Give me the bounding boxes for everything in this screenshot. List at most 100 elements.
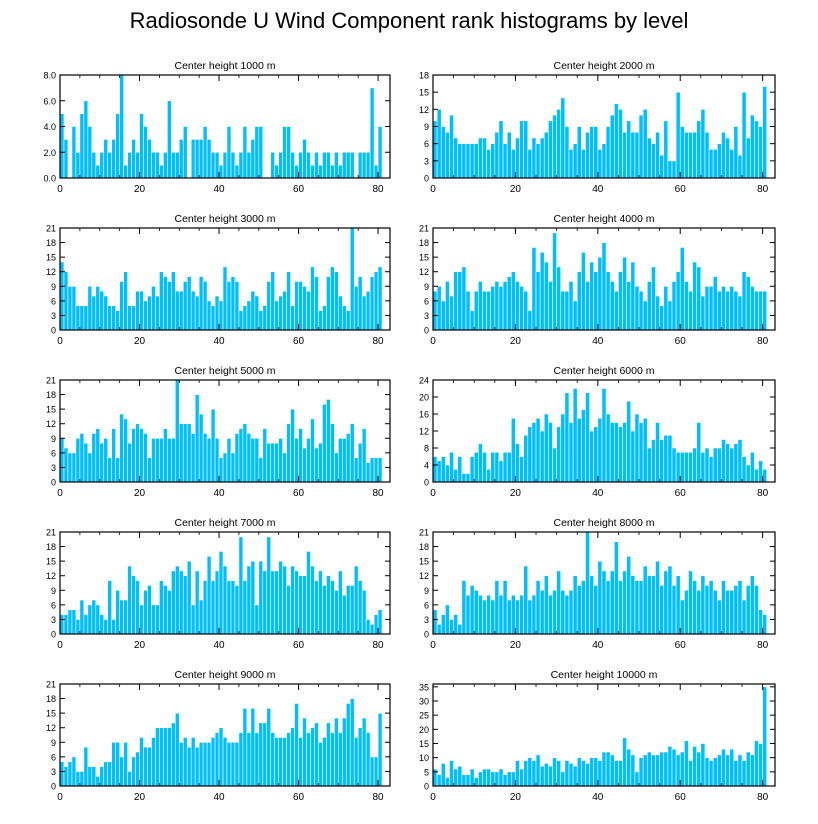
bar bbox=[87, 604, 93, 635]
bar bbox=[539, 251, 545, 331]
bar bbox=[626, 748, 632, 787]
bar bbox=[254, 437, 260, 483]
bar bbox=[712, 149, 718, 179]
bar bbox=[543, 413, 549, 483]
bar bbox=[581, 580, 586, 635]
bar bbox=[218, 457, 224, 483]
bar bbox=[605, 126, 611, 179]
bar bbox=[250, 560, 256, 635]
bar bbox=[182, 575, 188, 635]
bar bbox=[190, 290, 196, 331]
bar bbox=[107, 761, 112, 787]
x-tick-label: 0 bbox=[57, 336, 63, 347]
bar bbox=[605, 580, 611, 635]
y-tick-label: 9 bbox=[51, 282, 56, 292]
bar bbox=[218, 727, 224, 787]
x-tick-label: 20 bbox=[134, 488, 146, 499]
bar bbox=[75, 151, 81, 179]
bar bbox=[679, 599, 685, 635]
bar bbox=[83, 746, 89, 787]
y-tick-label: 9 bbox=[424, 122, 429, 132]
bar bbox=[298, 737, 303, 787]
bar bbox=[334, 271, 339, 331]
x-tick-label: 80 bbox=[757, 336, 769, 347]
bar bbox=[564, 594, 570, 635]
bar bbox=[465, 774, 471, 787]
bar bbox=[377, 126, 383, 179]
bar bbox=[322, 403, 327, 483]
bar bbox=[357, 727, 363, 787]
bar bbox=[302, 139, 307, 179]
bar bbox=[638, 422, 644, 483]
bar bbox=[198, 413, 204, 483]
bar bbox=[377, 712, 383, 787]
bar bbox=[326, 399, 331, 483]
x-tick-label: 60 bbox=[675, 792, 687, 803]
bar bbox=[139, 290, 144, 331]
bar bbox=[151, 151, 156, 179]
bar bbox=[369, 87, 375, 179]
bar bbox=[127, 151, 132, 179]
bar bbox=[341, 437, 347, 483]
bar bbox=[369, 276, 375, 331]
bar bbox=[749, 285, 755, 331]
bar bbox=[167, 437, 172, 483]
bar bbox=[294, 437, 299, 483]
bar bbox=[135, 423, 140, 483]
bar bbox=[190, 737, 196, 787]
bar bbox=[564, 760, 570, 787]
bar bbox=[369, 457, 375, 483]
bar bbox=[457, 143, 463, 179]
bar bbox=[369, 756, 375, 787]
bar bbox=[190, 139, 196, 179]
bar bbox=[618, 426, 623, 483]
x-tick-label: 60 bbox=[675, 336, 687, 347]
bar bbox=[214, 437, 220, 483]
bar bbox=[498, 120, 504, 179]
bar bbox=[330, 164, 335, 179]
bar bbox=[290, 565, 295, 635]
bar bbox=[318, 741, 323, 787]
bar bbox=[614, 541, 619, 635]
bar bbox=[626, 120, 632, 179]
bar bbox=[634, 285, 640, 331]
bar bbox=[465, 290, 471, 331]
bar bbox=[494, 281, 500, 331]
bar bbox=[67, 609, 73, 635]
bar bbox=[671, 748, 677, 787]
x-tick-label: 80 bbox=[373, 184, 385, 195]
bar bbox=[548, 422, 553, 483]
bar bbox=[531, 760, 537, 787]
bar bbox=[704, 757, 710, 787]
y-tick-label: 30 bbox=[419, 697, 429, 707]
panel-5: Center height 5000 m 0 20 40 60 80 0 3 6 9 12 15 18 2… bbox=[46, 365, 391, 499]
bar bbox=[622, 570, 627, 635]
bar bbox=[190, 604, 196, 635]
bar bbox=[242, 305, 248, 331]
bar bbox=[638, 757, 644, 787]
y-tick-label: 20 bbox=[419, 725, 429, 735]
bar bbox=[373, 164, 379, 179]
bar bbox=[345, 433, 351, 483]
bar bbox=[469, 456, 475, 483]
panel-4: Center height 4000 m 0 20 40 60 80 0 3 6 9 12 15 18 2… bbox=[419, 213, 776, 347]
bar bbox=[250, 437, 256, 483]
bar bbox=[482, 599, 487, 635]
panel-title: Center height 10000 m bbox=[551, 669, 658, 681]
bar bbox=[539, 430, 545, 483]
bar bbox=[178, 423, 184, 483]
bar bbox=[762, 290, 768, 331]
bar bbox=[651, 575, 656, 635]
bar bbox=[679, 451, 685, 483]
bar bbox=[282, 565, 287, 635]
bar bbox=[655, 422, 660, 483]
bar bbox=[230, 580, 236, 635]
bar bbox=[167, 727, 172, 787]
bar bbox=[642, 417, 648, 483]
bar bbox=[349, 698, 355, 787]
bar bbox=[490, 599, 496, 635]
bar bbox=[310, 418, 315, 483]
bar bbox=[111, 305, 116, 331]
y-tick-label: 9 bbox=[424, 282, 429, 292]
y-tick-label: 6 bbox=[424, 296, 429, 306]
